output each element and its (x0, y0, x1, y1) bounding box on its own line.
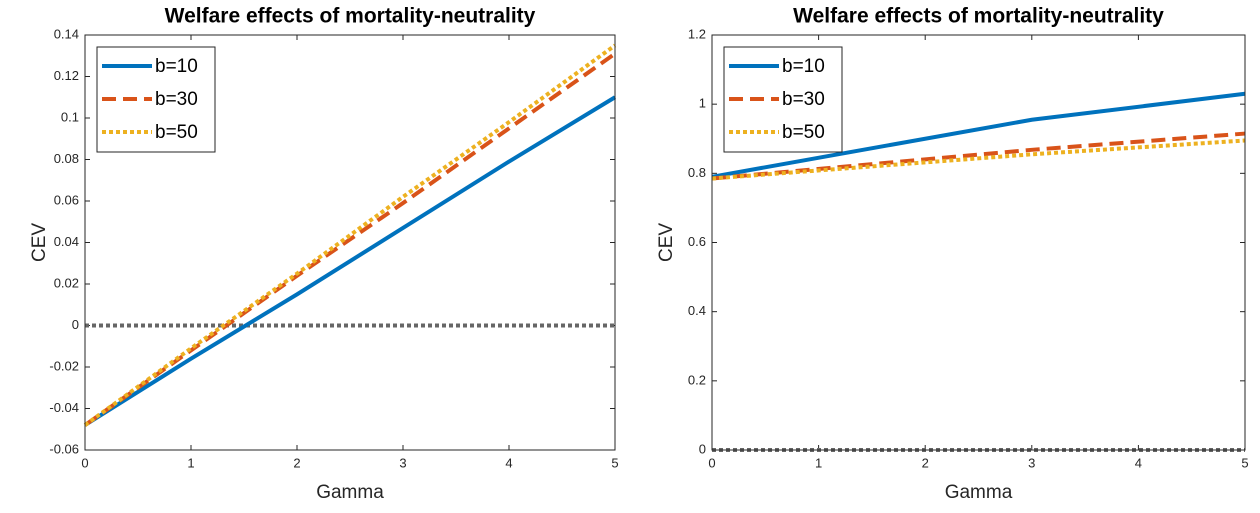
x-axis-label: Gamma (316, 482, 384, 503)
legend-label: b=10 (155, 56, 198, 77)
x-tick-label: 5 (1241, 455, 1248, 470)
x-tick-label: 2 (293, 455, 300, 470)
y-tick-label: -0.02 (49, 358, 79, 373)
x-tick-label: 2 (922, 455, 929, 470)
data-line (711, 138, 1246, 181)
axes-box (84, 34, 616, 451)
x-axis-label: Gamma (945, 482, 1013, 503)
x-tick-label: 1 (815, 455, 822, 470)
y-tick-label: 0.08 (54, 151, 79, 166)
y-tick-label: 0.06 (54, 192, 79, 207)
x-tick-label: 0 (81, 455, 88, 470)
x-tick-label: 4 (1135, 455, 1142, 470)
x-tick-label: 3 (1028, 455, 1035, 470)
legend-label: b=50 (782, 122, 825, 143)
data-line (711, 91, 1246, 179)
data-line (83, 43, 617, 427)
legend-label: b=10 (782, 56, 825, 77)
y-tick-label: 0.04 (54, 234, 79, 249)
legend: b=10 b=30 b=50 (723, 46, 843, 153)
y-tick-label: 1 (699, 96, 706, 111)
y-tick-label: 0.4 (688, 303, 706, 318)
chart-title: Welfare effects of mortality-neutrality (165, 5, 536, 28)
y-axis-label: CEV (656, 223, 677, 262)
y-tick-label: 0.14 (54, 26, 79, 41)
y-tick-label: 0.8 (688, 165, 706, 180)
chart-title: Welfare effects of mortality-neutrality (793, 5, 1164, 28)
x-tick-label: 0 (708, 455, 715, 470)
y-tick-label: 1.2 (688, 26, 706, 41)
y-tick-label: 0 (699, 441, 706, 456)
y-tick-label: 0.6 (688, 234, 706, 249)
y-tick-label: -0.06 (49, 441, 79, 456)
y-tick-label: 0.2 (688, 372, 706, 387)
legend: b=10 b=30 b=50 (96, 46, 216, 153)
x-tick-label: 5 (611, 455, 618, 470)
y-tick-label: -0.04 (49, 400, 79, 415)
legend-label: b=30 (782, 89, 825, 110)
data-line (83, 95, 617, 427)
y-tick-label: 0.02 (54, 275, 79, 290)
axes-box (711, 34, 1246, 451)
y-tick-label: 0 (72, 317, 79, 332)
legend-label: b=30 (155, 89, 198, 110)
x-tick-label: 3 (399, 455, 406, 470)
x-tick-label: 1 (187, 455, 194, 470)
y-tick-label: 0.1 (61, 109, 79, 124)
y-tick-label: 0.12 (54, 68, 79, 83)
y-axis-label: CEV (29, 223, 50, 262)
legend-label: b=50 (155, 122, 198, 143)
x-tick-label: 4 (505, 455, 512, 470)
